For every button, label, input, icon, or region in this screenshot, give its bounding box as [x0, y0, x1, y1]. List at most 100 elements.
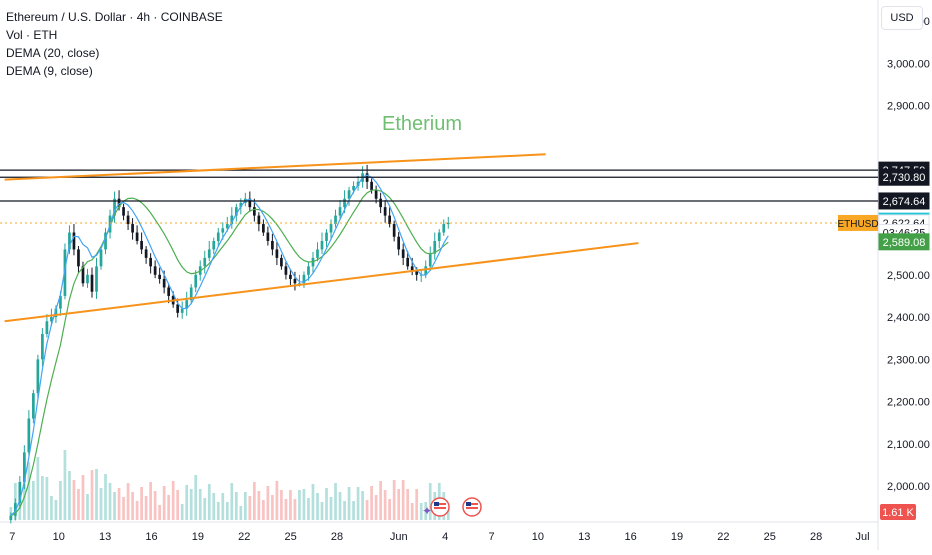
candle-body — [36, 359, 40, 394]
candle-body — [59, 295, 62, 309]
volume-bar — [113, 492, 116, 520]
volume-bar — [180, 504, 184, 520]
volume-bar — [221, 493, 225, 520]
candle-body — [185, 300, 189, 309]
price-label-box — [878, 192, 930, 210]
candles — [9, 164, 450, 524]
volume-bar — [104, 474, 107, 520]
volume-bar — [171, 481, 175, 520]
x-tick-label: Jul — [856, 531, 870, 543]
candle-body — [32, 393, 35, 419]
volume-bar — [446, 509, 450, 520]
y-tick-label: 2,400.00 — [887, 312, 930, 324]
candle-body — [54, 308, 58, 318]
volume-bar — [162, 486, 166, 520]
volume-bar — [126, 483, 130, 520]
flag-stripe — [466, 507, 478, 509]
price-label-box — [878, 168, 930, 186]
candle-body — [298, 283, 301, 285]
volume-bar — [41, 476, 44, 520]
volume-bar — [388, 499, 391, 520]
symbol-title[interactable]: Ethereum / U.S. Dollar · 4h · COINBASE — [6, 10, 223, 24]
candle-body — [131, 224, 134, 233]
candle-body — [302, 274, 306, 284]
candle-body — [167, 287, 171, 296]
candle-body — [68, 232, 71, 250]
candle-body — [343, 198, 346, 208]
candle-body — [18, 481, 22, 504]
currency-button[interactable]: USD — [881, 6, 923, 30]
volume-bar — [419, 503, 423, 520]
volume-bar — [27, 462, 31, 520]
volume-bar — [149, 482, 152, 520]
volume-bar — [239, 506, 243, 520]
volume-bar — [352, 501, 355, 520]
volume-bar — [140, 487, 143, 520]
flag-stripe — [434, 507, 446, 509]
candle-body — [13, 503, 17, 516]
volume-bar — [284, 499, 288, 520]
volume-bar — [316, 493, 319, 520]
candle-body — [280, 257, 283, 267]
x-tick-label: 7 — [488, 531, 494, 543]
flag-stripe — [466, 503, 478, 505]
candle-body — [338, 207, 342, 216]
volume-bar — [194, 475, 198, 520]
x-tick-label: 4 — [442, 531, 448, 543]
volume-bar — [54, 500, 58, 520]
candle-body — [140, 240, 143, 250]
volume-bar — [86, 494, 89, 520]
candle-body — [239, 202, 243, 208]
candle-body — [352, 186, 355, 191]
candle-body — [153, 266, 157, 275]
volume-bar — [302, 489, 306, 520]
volume-bar — [122, 497, 125, 520]
candle-body — [262, 224, 265, 233]
candle-body — [248, 198, 252, 208]
volume-bar — [59, 481, 62, 520]
volume-bar — [266, 486, 270, 520]
candle-body — [162, 279, 166, 288]
volume-bar — [257, 491, 261, 520]
volume-bar — [99, 488, 103, 520]
y-tick-label: 2,200.00 — [887, 397, 930, 409]
volume-bar — [95, 469, 98, 520]
candle-body — [194, 274, 198, 288]
volume-bar — [383, 490, 387, 520]
indicator-dema-20[interactable]: DEMA (20, close) — [6, 46, 100, 60]
candle-body — [442, 224, 446, 233]
x-tick-label: 28 — [331, 531, 343, 543]
trendline — [4, 153, 546, 181]
volume-bar — [298, 490, 301, 520]
indicator-dema-9[interactable]: DEMA (9, close) — [6, 64, 93, 78]
flag-canton — [434, 502, 439, 506]
volume-bar — [167, 495, 171, 520]
candle-body — [289, 274, 292, 280]
indicator-volume[interactable]: Vol · ETH — [6, 28, 58, 42]
x-tick-label: 16 — [625, 531, 637, 543]
x-tick-label: 16 — [145, 531, 157, 543]
volume-bar — [225, 502, 229, 520]
candle-body — [284, 266, 288, 275]
candle-body — [22, 452, 26, 482]
candle-body — [415, 270, 419, 275]
candle-body — [257, 215, 261, 225]
volume-bar — [401, 480, 405, 520]
flag-canton — [466, 502, 471, 506]
x-tick-label: 28 — [810, 531, 822, 543]
volume-bar — [77, 489, 80, 520]
candle-body — [252, 207, 256, 216]
volume-bar — [392, 480, 396, 520]
candle-body — [293, 279, 297, 284]
candle-body — [207, 249, 211, 258]
volume-bar — [410, 503, 414, 520]
candle-body — [144, 249, 148, 258]
volume-bar — [158, 505, 161, 520]
candle-body — [9, 515, 13, 520]
price-label-text: 2,674.64 — [883, 196, 926, 208]
x-tick-label: 10 — [532, 531, 544, 543]
candle-body — [397, 236, 401, 250]
candle-body — [271, 240, 274, 250]
